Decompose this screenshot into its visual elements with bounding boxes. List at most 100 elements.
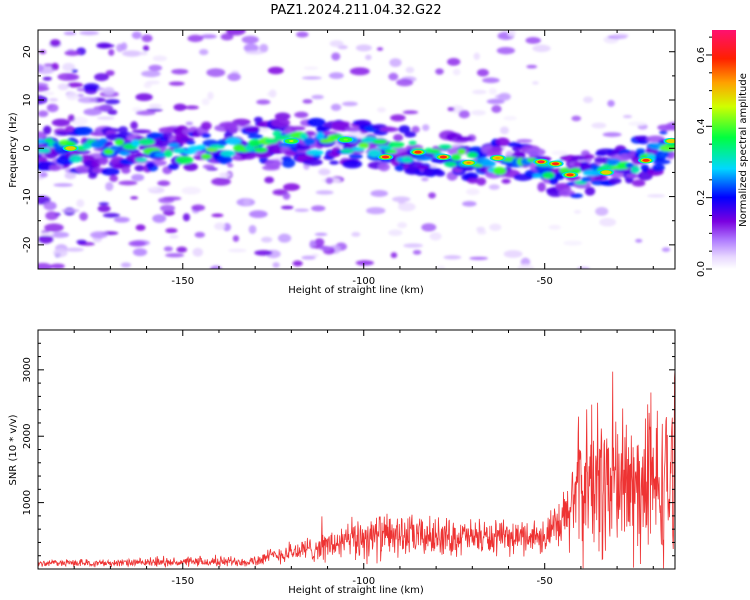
heat-core-blob: [580, 176, 592, 182]
heat-core-blob: [444, 161, 458, 168]
heat-noise-blob: [94, 73, 109, 82]
heat-noise-blob: [64, 247, 85, 252]
heat-noise-blob: [248, 224, 257, 234]
heat-core-blob: [438, 144, 453, 150]
heat-core-blob: [195, 144, 206, 150]
heat-noise-blob: [98, 202, 110, 206]
heat-noise-blob: [267, 66, 284, 75]
heat-band-blob: [98, 157, 109, 166]
heat-noise-blob: [107, 109, 118, 116]
heat-noise-blob: [452, 68, 461, 76]
heat-noise-blob: [389, 58, 402, 68]
heat-band-blob: [398, 125, 411, 134]
heat-noise-blob: [471, 110, 486, 116]
heat-noise-blob: [274, 112, 291, 121]
heat-band-blob: [467, 177, 479, 184]
heat-noise-blob: [411, 125, 420, 134]
heat-noise-blob: [283, 183, 300, 191]
heat-noise-blob: [76, 239, 87, 245]
heat-noise-blob: [476, 226, 485, 232]
heat-noise-blob: [130, 121, 138, 130]
heat-noise-blob: [162, 196, 182, 201]
heat-noise-blob: [63, 31, 77, 36]
heat-noise-blob: [563, 240, 583, 246]
heat-core-blob: [316, 131, 325, 140]
heat-core-blob: [367, 149, 382, 158]
heat-core-blob: [408, 140, 417, 146]
heat-peak: [289, 140, 294, 142]
heat-noise-blob: [79, 30, 99, 36]
heatmap-ytick-label: -20: [22, 237, 33, 253]
heat-noise-blob: [176, 246, 188, 253]
heat-noise-blob: [49, 39, 61, 47]
heat-core-blob: [450, 153, 462, 161]
heat-noise-blob: [38, 85, 50, 92]
heat-noise-blob: [447, 57, 461, 66]
heat-noise-blob: [57, 83, 70, 91]
heat-noise-blob: [403, 243, 423, 248]
heat-peak: [383, 156, 388, 158]
heat-core-blob: [109, 145, 119, 151]
colorbar-axis: 0.0 0.2 0.4 0.6: [696, 36, 712, 277]
heat-noise-blob: [168, 81, 185, 86]
heat-noise-blob: [44, 223, 64, 232]
heat-noise-blob: [412, 249, 422, 255]
heat-noise-blob: [595, 206, 609, 216]
heat-noise-blob: [314, 238, 325, 247]
heat-noise-blob: [328, 72, 344, 79]
heat-noise-blob: [268, 89, 277, 98]
heat-core-blob: [135, 157, 148, 163]
heat-noise-blob: [282, 192, 291, 200]
heat-noise-blob: [77, 96, 97, 104]
heat-noise-blob: [128, 240, 147, 247]
heat-band-blob: [394, 164, 405, 172]
heat-band-blob: [131, 129, 152, 134]
heat-noise-blob: [314, 232, 328, 236]
heat-noise-blob: [38, 262, 53, 269]
snr-panel: -150 -100 -50 1000 2000 3000 Height of straig…: [8, 329, 676, 596]
heatmap-xtick-label: -100: [352, 276, 375, 287]
heat-band-blob: [593, 175, 609, 181]
heat-band-blob: [378, 162, 390, 172]
heat-core-blob: [119, 150, 131, 156]
heat-noise-blob: [248, 210, 268, 218]
heat-noise-blob: [532, 81, 539, 85]
heat-band-blob: [200, 121, 212, 131]
heat-band-blob: [145, 161, 156, 169]
heat-band-blob: [74, 149, 91, 155]
heat-noise-blob: [169, 234, 179, 239]
heat-noise-blob: [142, 45, 150, 52]
heat-band-blob: [321, 131, 338, 136]
heat-noise-blob: [503, 116, 517, 121]
heat-noise-blob: [351, 232, 361, 237]
heat-noise-blob: [220, 33, 234, 41]
heat-noise-blob: [135, 224, 146, 231]
heat-noise-blob: [318, 246, 332, 251]
heat-band-blob: [48, 164, 61, 171]
heat-noise-blob: [516, 139, 533, 143]
heat-noise-blob: [472, 89, 487, 95]
heat-band-blob: [55, 131, 71, 136]
heat-core-blob: [163, 149, 173, 158]
heat-noise-blob: [157, 180, 171, 187]
heat-noise-blob: [388, 229, 403, 236]
heat-band-blob: [91, 158, 101, 169]
heat-noise-blob: [303, 66, 319, 70]
heat-core-blob: [532, 173, 543, 178]
heat-noise-blob: [200, 34, 217, 39]
heat-core-blob: [168, 143, 180, 148]
heat-noise-blob: [132, 107, 143, 112]
heat-noise-blob: [226, 30, 246, 36]
heat-noise-blob: [53, 183, 73, 187]
heat-core-blob: [38, 138, 47, 144]
heat-peak: [567, 173, 573, 176]
heat-noise-blob: [42, 76, 52, 81]
heat-noise-blob: [62, 62, 76, 72]
heat-noise-blob: [491, 105, 502, 113]
heat-core-blob: [606, 158, 621, 166]
heat-noise-blob: [429, 232, 442, 241]
heat-noise-blob: [469, 256, 488, 260]
heat-core-blob: [635, 148, 646, 154]
heat-band-blob: [608, 177, 622, 185]
heat-noise-blob: [507, 30, 516, 37]
